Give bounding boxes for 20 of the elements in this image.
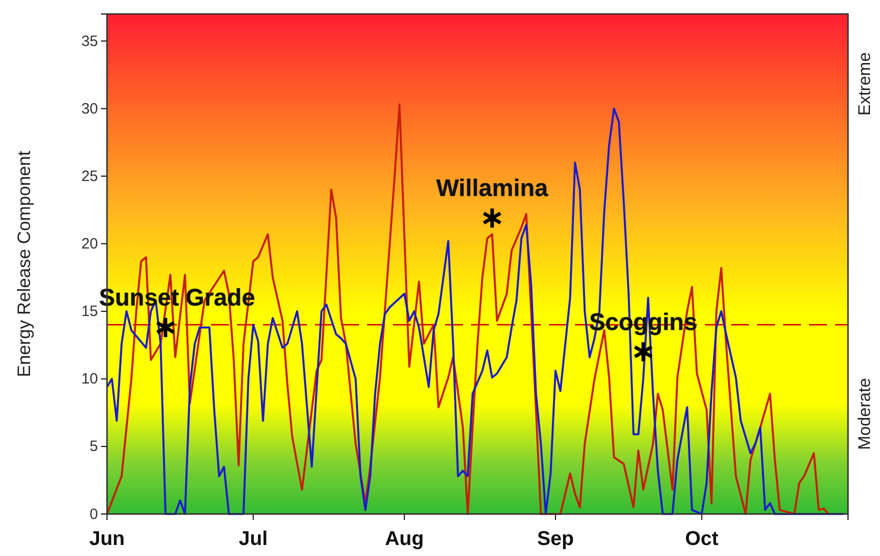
x-tick-label: Jul: [238, 528, 268, 550]
y-tick-label: 15: [81, 303, 98, 320]
y-axis-title: Energy Release Component: [14, 150, 34, 378]
x-tick-label: Jun: [89, 528, 125, 550]
annotation: Willamina: [436, 175, 549, 202]
text: Extreme: [855, 52, 874, 116]
text: Moderate: [855, 378, 874, 450]
y-tick-label: 10: [81, 370, 98, 388]
point: [482, 206, 502, 230]
point: [633, 340, 654, 364]
y-tick-label: 0: [90, 506, 98, 523]
y-tick-label: 30: [81, 100, 98, 118]
x-tick-label: Aug: [384, 528, 424, 550]
y-tick-label: 20: [81, 236, 98, 253]
y-tick-label: 5: [90, 438, 98, 456]
y-tick-label: 35: [81, 32, 98, 50]
x-tick-label: Oct: [685, 528, 719, 550]
point: [155, 316, 176, 339]
y-tick-label: 25: [81, 168, 98, 185]
x-tick-label: Sep: [537, 528, 574, 550]
